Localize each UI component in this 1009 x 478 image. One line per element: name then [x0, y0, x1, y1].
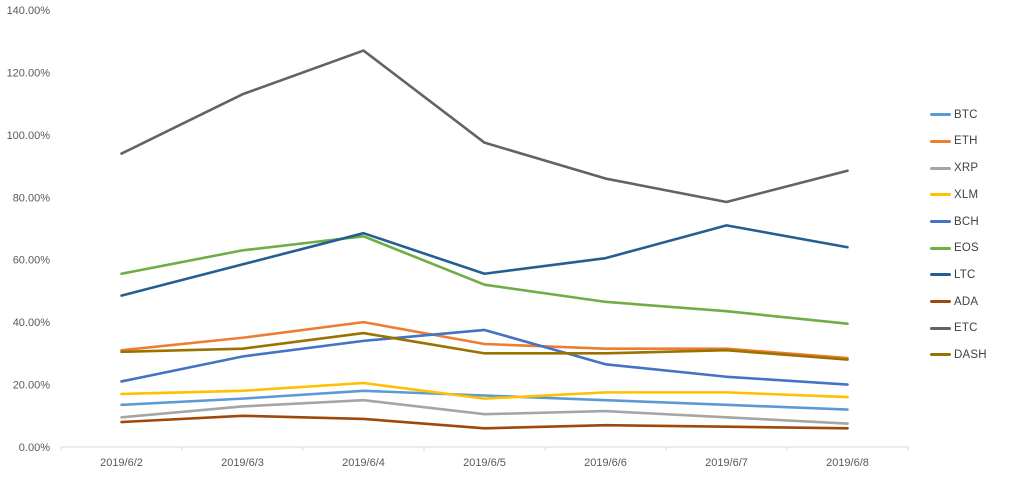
- x-axis-category-label: 2019/6/2: [100, 457, 143, 469]
- x-axis-category-label: 2019/6/7: [705, 457, 748, 469]
- legend-item: ADA: [930, 294, 987, 310]
- legend-item: EOS: [930, 240, 987, 256]
- series-line-dash: [120, 331, 849, 361]
- chart-legend: BTC ETH XRP XLM BCH EOS LTC ADA ETC DASH: [930, 107, 987, 374]
- legend-line-swatch: [930, 220, 951, 223]
- y-axis-tick-label: 0.00%: [19, 442, 50, 454]
- legend-label: DASH: [954, 348, 987, 361]
- y-axis-tick-label: 100.00%: [7, 130, 51, 142]
- y-axis-tick-label: 60.00%: [13, 255, 51, 267]
- series-line-etc: [120, 49, 849, 204]
- legend-label: ETH: [954, 135, 978, 148]
- legend-label: ADA: [954, 295, 979, 308]
- series-line-btc: [120, 389, 849, 411]
- legend-line-swatch: [930, 353, 951, 357]
- legend-label: EOS: [954, 242, 979, 255]
- legend-label: BCH: [954, 215, 979, 228]
- legend-line-swatch: [930, 113, 951, 117]
- legend-item: LTC: [930, 267, 987, 283]
- series-line-eos: [120, 235, 849, 326]
- y-axis-tick-label: 80.00%: [13, 192, 51, 204]
- series-line-ada: [120, 414, 849, 430]
- y-axis-tick-label: 40.00%: [13, 317, 51, 329]
- legend-item: DASH: [930, 347, 987, 363]
- legend-label: ETC: [954, 322, 978, 335]
- y-axis-tick-label: 20.00%: [13, 380, 51, 392]
- series-line-xrp: [120, 398, 849, 425]
- legend-label: LTC: [954, 268, 976, 281]
- legend-line-swatch: [930, 139, 951, 143]
- legend-line-swatch: [930, 166, 951, 170]
- x-axis-category-label: 2019/6/3: [221, 457, 264, 469]
- y-axis-tick-label: 120.00%: [7, 67, 51, 79]
- legend-item: ETC: [930, 321, 987, 337]
- series-line-bch: [120, 328, 849, 386]
- legend-label: XRP: [954, 162, 979, 175]
- legend-label: BTC: [954, 108, 978, 121]
- series-line-ltc: [120, 224, 849, 297]
- legend-item: BTC: [930, 107, 987, 123]
- x-axis-category-label: 2019/6/8: [826, 457, 869, 469]
- legend-item: XLM: [930, 187, 987, 203]
- legend-line-swatch: [930, 300, 951, 304]
- x-axis-category-label: 2019/6/5: [463, 457, 506, 469]
- legend-item: XRP: [930, 160, 987, 176]
- x-axis-category-label: 2019/6/4: [342, 457, 385, 469]
- series-line-xlm: [120, 381, 849, 400]
- legend-line-swatch: [930, 326, 951, 330]
- legend-line-swatch: [930, 193, 951, 197]
- legend-item: BCH: [930, 214, 987, 230]
- legend-line-swatch: [930, 273, 951, 277]
- series-line-eth: [120, 320, 849, 360]
- legend-label: XLM: [954, 188, 979, 201]
- legend-line-swatch: [930, 246, 951, 250]
- y-axis-tick-label: 140.00%: [7, 5, 51, 17]
- legend-item: ETH: [930, 134, 987, 150]
- x-axis-category-label: 2019/6/6: [584, 457, 627, 469]
